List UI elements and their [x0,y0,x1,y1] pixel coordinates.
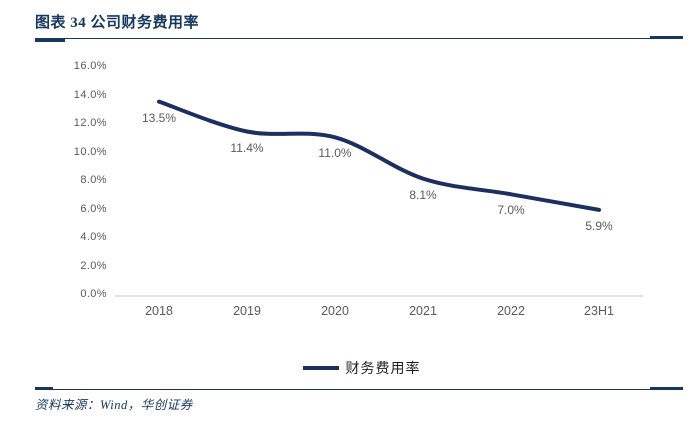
y-axis-tick-label: 2.0% [80,259,107,272]
data-point-label: 13.5% [141,110,177,125]
x-axis-category-label: 2020 [321,304,349,318]
y-axis-tick-label: 16.0% [73,60,107,72]
data-point-label: 8.1% [409,187,437,202]
footer-divider-line [35,389,683,390]
x-axis-category-label: 23H1 [584,304,614,318]
data-point-label: 11.4% [230,140,264,155]
x-axis-category-label: 2021 [409,304,437,318]
y-axis-tick-label: 14.0% [73,88,107,101]
y-axis-tick-label: 6.0% [80,202,107,215]
title-divider-accent-right [650,36,683,39]
y-axis-tick-label: 10.0% [73,145,107,158]
data-point-label: 5.9% [585,218,613,233]
footer-divider-accent-right [650,387,683,390]
data-point-label: 7.0% [497,203,525,218]
legend: 财务费用率 [0,358,699,378]
data-point-label: 11.0% [318,146,352,161]
title-divider-line [35,38,683,39]
legend-label: 财务费用率 [345,362,421,377]
legend-line-marker [302,366,339,370]
x-axis-category-label: 2022 [497,304,525,318]
title-divider-accent-left [35,39,65,42]
x-axis-category-label: 2018 [145,304,173,318]
y-axis-tick-label: 12.0% [73,117,107,129]
x-axis-category-label: 2019 [233,304,261,318]
source-note: 资料来源：Wind，华创证券 [35,398,193,412]
y-axis-tick-label: 0.0% [80,288,107,300]
y-axis-tick-label: 4.0% [80,231,107,243]
trend-line [157,99,601,212]
y-axis-tick-label: 8.0% [80,174,107,186]
footer-divider-accent-left [35,387,53,390]
figure-title: 图表 34 公司财务费用率 [35,15,200,31]
